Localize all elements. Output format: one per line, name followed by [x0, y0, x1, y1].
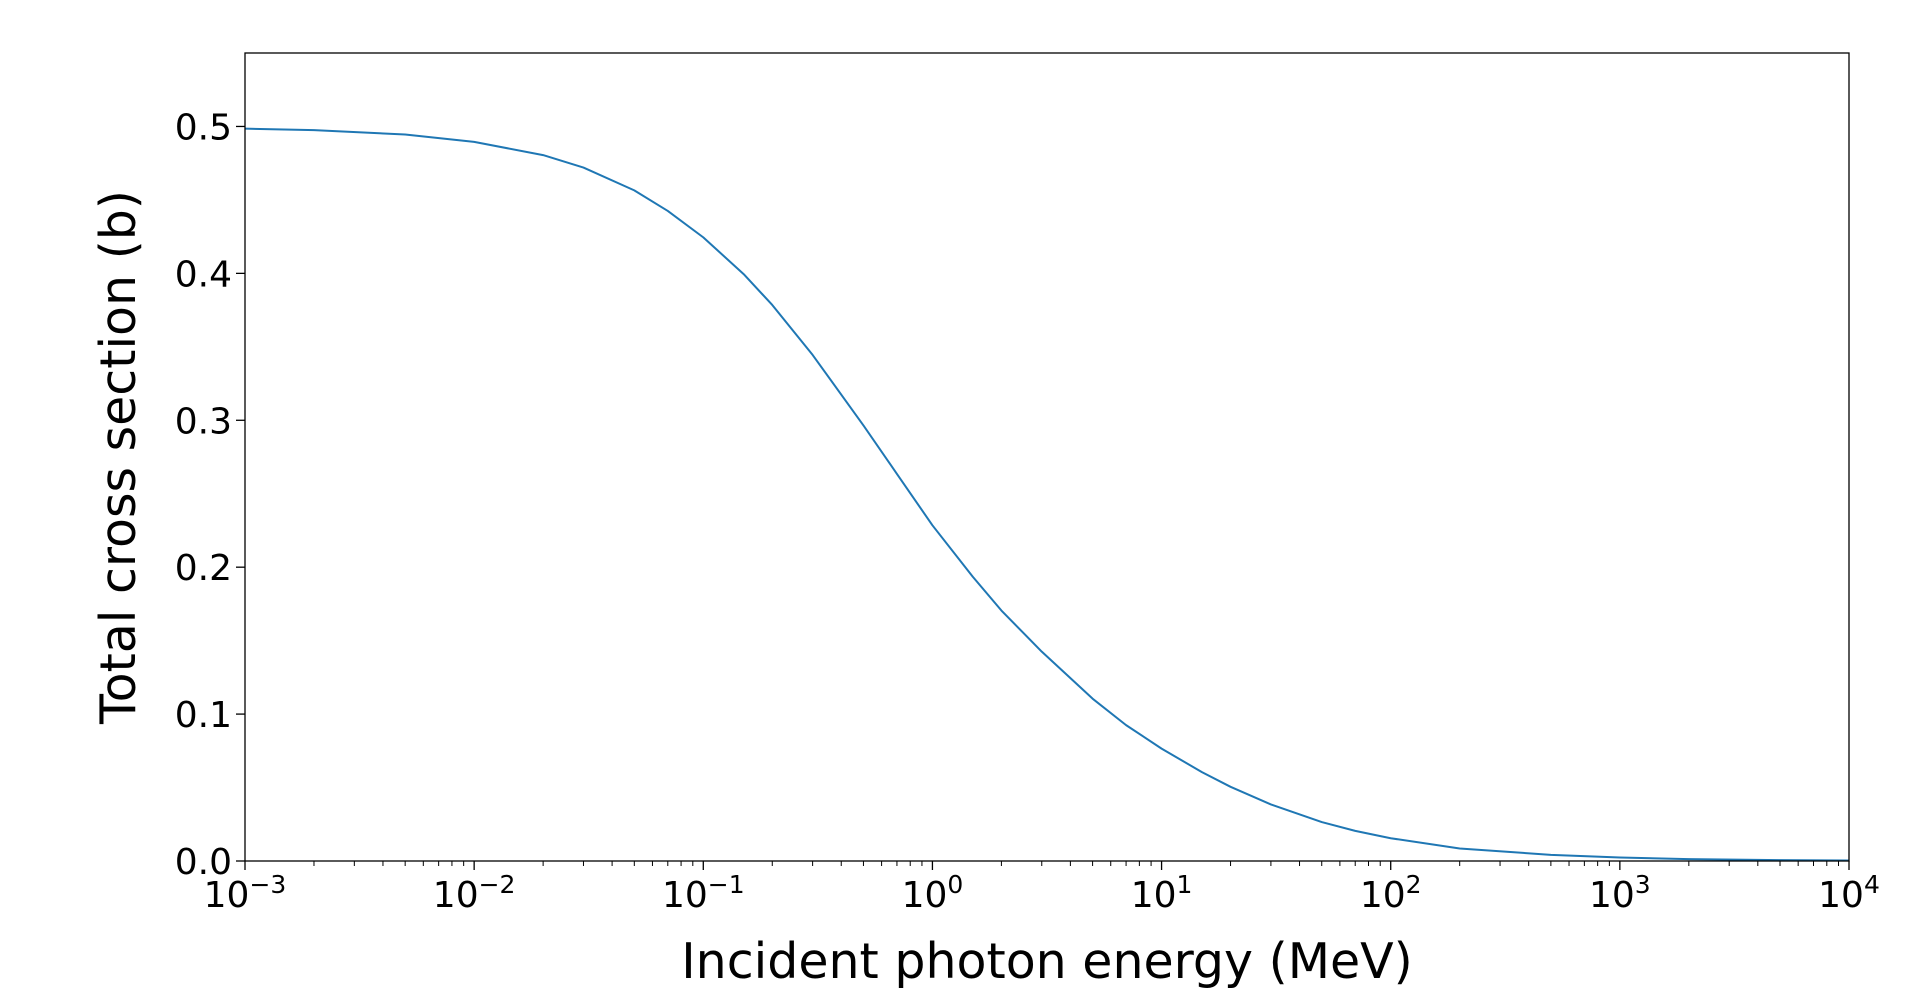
series-line-0 [244, 127, 1850, 862]
series-layer [244, 127, 1850, 862]
x-axis-label: Incident photon energy (MeV) [681, 933, 1413, 990]
x-tick-label: 103 [1589, 870, 1651, 916]
x-tick-label: 104 [1818, 870, 1880, 916]
y-tick-label: 0.0 [175, 842, 232, 883]
y-axis-label: Total cross section (b) [90, 190, 147, 725]
x-tick-label: 101 [1131, 870, 1193, 916]
x-tick-label: 102 [1360, 870, 1422, 916]
x-tick-label: 10−3 [204, 870, 287, 916]
y-tick-label: 0.4 [175, 254, 232, 295]
x-tick-label: 10−2 [433, 870, 516, 916]
x-axis-ticks: 10−3 10−2 10−1 100 101 102 103 104 [204, 861, 1880, 916]
y-tick-label: 0.1 [175, 695, 232, 736]
y-tick-label: 0.3 [175, 401, 232, 442]
x-tick-label: 10−1 [662, 870, 745, 916]
x-tick-label: 100 [902, 870, 964, 916]
y-tick-label: 0.2 [175, 548, 232, 589]
y-axis-ticks: 0.0 0.1 0.2 0.3 0.4 0.5 [175, 107, 245, 883]
plot-frame [244, 52, 1850, 862]
y-tick-label: 0.5 [175, 107, 232, 148]
